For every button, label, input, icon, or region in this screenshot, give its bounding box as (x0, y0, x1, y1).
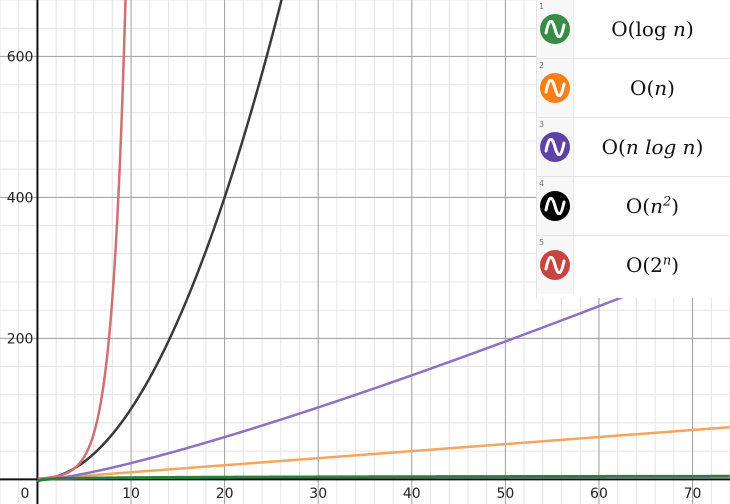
series-line-5 (36, 0, 127, 480)
series-line-2 (36, 425, 730, 481)
formula-prefix: O( (630, 76, 655, 100)
expression-row[interactable]: 1 O(log n) (537, 0, 730, 59)
formula-suffix: ) (671, 253, 680, 277)
formula-var: n (650, 194, 663, 218)
expression-index: 5 (539, 238, 545, 247)
formula-prefix: O( (625, 253, 651, 277)
formula-suffix: ) (667, 76, 675, 100)
wave-icon[interactable] (540, 14, 570, 44)
expression-index: 3 (539, 120, 545, 129)
tick-label: 60 (590, 486, 608, 502)
series-line-3 (36, 253, 730, 481)
expression-formula[interactable]: O(n log n) (574, 135, 730, 159)
tick-label: 50 (496, 486, 514, 502)
expression-index: 1 (539, 2, 545, 11)
formula-prefix: O( (625, 194, 651, 218)
expression-formula[interactable]: O(log n) (574, 17, 730, 41)
series-line-1 (36, 474, 730, 483)
formula-var: n (654, 76, 668, 100)
tick-label: 400 (7, 190, 34, 206)
expression-row[interactable]: 4 O(n2) (537, 177, 730, 236)
formula-prefix: O( (611, 17, 636, 41)
expression-list[interactable]: 1 O(log n) 2 O(n) 3 O(n log n) 4 O(n2) (536, 0, 730, 298)
formula-var: n (673, 17, 686, 41)
formula-superscript: n (662, 253, 672, 269)
tick-label: 600 (7, 49, 34, 65)
formula-body: n log (625, 135, 677, 159)
formula-superscript: 2 (663, 194, 672, 210)
tick-label: 70 (684, 486, 702, 502)
expression-gutter: 2 (537, 59, 574, 117)
expression-gutter: 3 (537, 118, 574, 176)
tick-label: 40 (403, 486, 421, 502)
formula-suffix: ) (685, 17, 694, 41)
expression-formula[interactable]: O(2n) (574, 253, 730, 277)
tick-label: 0 (21, 486, 30, 502)
wave-icon[interactable] (540, 132, 570, 162)
expression-row[interactable]: 2 O(n) (537, 59, 730, 118)
formula-var: 2 (650, 253, 663, 277)
expression-index: 4 (539, 179, 545, 188)
expression-formula[interactable]: O(n) (574, 76, 730, 100)
formula-suffix: ) (671, 194, 680, 218)
expression-gutter: 5 (537, 236, 574, 294)
expression-gutter: 4 (537, 177, 574, 235)
wave-icon[interactable] (540, 73, 570, 103)
formula-var: n (682, 135, 696, 159)
wave-icon[interactable] (540, 250, 570, 280)
expression-row[interactable]: 5 O(2n) (537, 236, 730, 294)
wave-icon[interactable] (540, 191, 570, 221)
formula-body: log (635, 17, 667, 41)
expression-index: 2 (539, 61, 545, 70)
expression-formula[interactable]: O(n2) (574, 194, 730, 218)
tick-label: 20 (216, 486, 234, 502)
tick-label: 30 (309, 486, 327, 502)
expression-row[interactable]: 3 O(n log n) (537, 118, 730, 177)
formula-suffix: ) (695, 135, 704, 159)
tick-labels: 10 20 30 40 50 60 70 200 400 600 0 (7, 49, 702, 502)
tick-label: 200 (7, 331, 34, 347)
curves (36, 0, 730, 483)
formula-prefix: O( (601, 135, 626, 159)
tick-label: 10 (122, 486, 140, 502)
expression-gutter: 1 (537, 0, 574, 58)
